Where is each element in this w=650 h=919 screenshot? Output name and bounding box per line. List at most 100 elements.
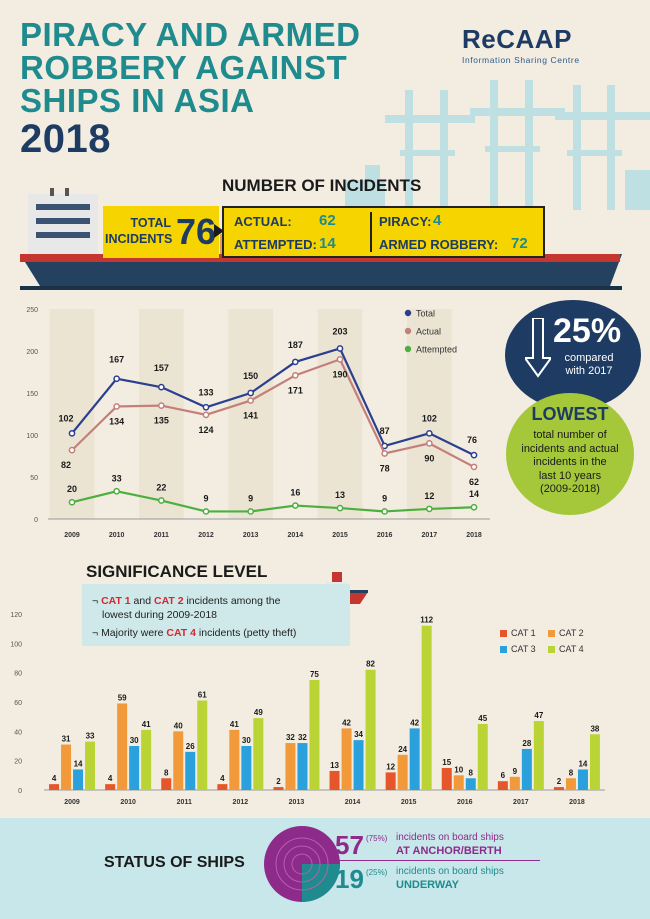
bar-cat2 <box>565 778 576 790</box>
legend-label: Attempted <box>416 345 457 355</box>
data-point <box>470 451 478 459</box>
data-point <box>291 502 299 509</box>
bar-cat1 <box>273 787 284 790</box>
data-point <box>247 389 255 397</box>
data-point <box>68 429 76 437</box>
x-tick-label: 2015 <box>332 532 348 539</box>
bar-cat1 <box>105 784 116 790</box>
x-tick-label: 2009 <box>64 799 80 806</box>
data-label: 102 <box>58 413 73 423</box>
bar-cat3 <box>129 746 140 790</box>
lowest-callout: LOWEST total number of incidents and act… <box>506 393 634 515</box>
data-label: 133 <box>198 387 213 397</box>
y-tick-label: 100 <box>26 433 38 440</box>
data-point <box>336 504 344 512</box>
status-pie-chart <box>264 826 340 902</box>
data-label: 171 <box>288 385 303 395</box>
x-tick-label: 2013 <box>289 799 305 806</box>
data-point <box>157 402 165 409</box>
data-label: 15 <box>442 758 451 767</box>
bar-cat4 <box>533 721 544 790</box>
data-label: 30 <box>242 736 251 745</box>
y-tick-label: 40 <box>14 729 22 736</box>
bar-cat4 <box>589 734 600 790</box>
column-band <box>407 309 452 519</box>
data-label: 41 <box>230 720 239 729</box>
data-label: 59 <box>118 693 127 702</box>
y-tick-label: 60 <box>14 700 22 707</box>
series-line-actual <box>71 358 475 468</box>
data-label: 82 <box>61 460 71 470</box>
data-label: 9 <box>248 493 253 503</box>
bar-cat3 <box>409 728 420 790</box>
pie-slice-underway <box>302 864 340 902</box>
note1-and: and <box>130 595 154 607</box>
data-label: 9 <box>203 493 208 503</box>
note1-rest: incidents among the <box>183 595 281 607</box>
data-label: 4 <box>52 774 57 783</box>
status-of-ships-section: STATUS OF SHIPS 57 (75%) incidents on bo… <box>0 818 650 919</box>
legend-label: CAT 4 <box>559 644 584 654</box>
legend-marker <box>500 646 507 653</box>
data-label: 135 <box>154 416 169 426</box>
actual-value: 62 <box>319 212 336 229</box>
piracy-value: 4 <box>433 212 442 229</box>
y-tick-label: 50 <box>30 475 38 482</box>
lowest-desc-2: incidents and actual <box>521 442 619 455</box>
y-tick-label: 0 <box>34 517 38 524</box>
bar-cat1 <box>553 787 564 790</box>
x-tick-label: 2017 <box>422 532 438 539</box>
data-point <box>336 345 344 352</box>
anchor-value: 57 <box>335 830 364 860</box>
data-label: 41 <box>142 720 151 729</box>
lowest-desc-1: total number of <box>533 429 607 441</box>
data-label: 76 <box>467 435 477 445</box>
data-label: 9 <box>513 767 518 776</box>
data-label: 62 <box>469 477 479 487</box>
data-label: 42 <box>410 718 419 727</box>
data-label: 9 <box>382 493 387 503</box>
logo-name: ReCAAP <box>462 24 572 54</box>
legend-label: Total <box>416 309 435 319</box>
bar-cat4 <box>309 680 320 790</box>
data-label: 47 <box>534 711 543 720</box>
y-tick-label: 120 <box>10 612 22 619</box>
y-tick-label: 100 <box>10 641 22 648</box>
y-tick-label: 80 <box>14 671 22 678</box>
data-label: 4 <box>220 774 225 783</box>
lowest-desc-3: incidents in the <box>533 456 607 468</box>
x-tick-label: 2010 <box>120 799 136 806</box>
anchor-label: AT ANCHOR/BERTH <box>396 845 502 857</box>
note2-a: Majority were <box>101 627 167 639</box>
arrow-right-icon <box>214 224 224 238</box>
data-label: 42 <box>342 718 351 727</box>
bar-cat4 <box>477 724 488 790</box>
data-label: 157 <box>154 363 169 373</box>
note-1: ¬ CAT 1 and CAT 2 incidents among the lo… <box>92 594 280 622</box>
arrow-down-icon <box>525 318 551 378</box>
note2-c: incidents (petty theft) <box>195 627 297 639</box>
legend-marker <box>500 630 507 637</box>
data-point <box>157 497 165 504</box>
column-band <box>139 309 184 519</box>
lowest-desc-4: last 10 years <box>538 469 602 482</box>
note1-cat1: CAT 1 <box>101 595 131 607</box>
x-tick-label: 2014 <box>345 799 361 806</box>
data-label: 33 <box>112 473 122 483</box>
series-line-attempted <box>71 490 475 513</box>
data-label: 14 <box>74 759 83 768</box>
port-cranes-illustration <box>345 80 650 210</box>
significance-bar-chart: 0204060801001202009431143320104593041201… <box>10 612 605 806</box>
y-tick-label: 0 <box>18 788 22 795</box>
page-title: PIRACY AND ARMED ROBBERY AGAINST SHIPS I… <box>20 18 360 161</box>
bar-cat1 <box>161 778 172 790</box>
data-label: 8 <box>569 768 574 777</box>
bar-cat3 <box>465 778 476 790</box>
box-divider <box>370 212 372 252</box>
data-point <box>381 508 389 515</box>
underway-label: UNDERWAY <box>396 879 459 891</box>
data-point <box>291 358 299 366</box>
bar-cat3 <box>297 743 308 790</box>
data-label: 22 <box>156 483 166 493</box>
title-line-3: SHIPS IN ASIA <box>20 82 255 119</box>
